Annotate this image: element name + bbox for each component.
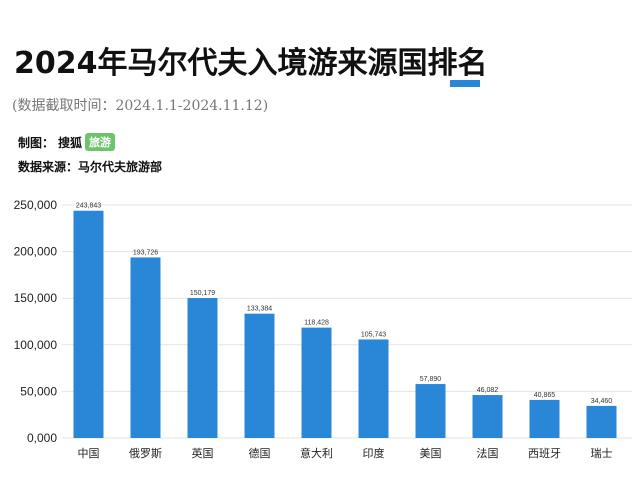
data-label: 150,179 (190, 290, 215, 297)
bar (472, 395, 503, 438)
data-label: 243,843 (76, 203, 101, 210)
y-tick-label: 150,000 (14, 291, 58, 305)
bar (73, 210, 104, 438)
bar (187, 298, 218, 438)
bar (301, 327, 332, 438)
data-label: 193,726 (133, 249, 158, 256)
x-tick-label: 美国 (420, 447, 442, 460)
y-tick-label: 50,000 (20, 384, 57, 398)
x-tick-label: 瑞士 (591, 446, 613, 460)
x-tick-label: 中国 (78, 447, 100, 460)
x-tick-label: 西班牙 (528, 447, 561, 460)
data-label: 34,460 (591, 398, 613, 405)
data-label: 40,865 (534, 392, 556, 399)
x-tick-label: 法国 (477, 446, 499, 460)
page-title: 2024年马尔代夫入境游来源国排名 (14, 46, 488, 81)
x-tick-label: 俄罗斯 (129, 447, 162, 460)
data-label: 57,890 (420, 376, 442, 383)
x-tick-label: 英国 (192, 446, 214, 460)
data-label: 46,082 (477, 387, 499, 394)
y-tick-label: 100,000 (14, 338, 58, 352)
y-tick-label: 0,000 (27, 431, 57, 445)
maker-brand: 搜狐 (58, 135, 83, 150)
source-value: 马尔代夫旅游部 (78, 160, 163, 174)
maker-label: 制图： (18, 135, 55, 150)
data-label: 118,428 (304, 320, 329, 327)
data-label: 133,384 (247, 306, 272, 313)
bar-chart: 0,000 50,000 100,000 150,000 200,000 250,000 2… (14, 198, 632, 460)
bar (130, 257, 161, 438)
maker-line: 制图： 搜狐 旅游 (18, 133, 116, 151)
source-line: 数据来源：马尔代夫旅游部 (18, 158, 162, 175)
x-tick-label: 意大利 (300, 446, 333, 460)
y-tick-label: 250,000 (14, 198, 58, 212)
x-tick-label: 印度 (363, 446, 385, 460)
maker-tag: 旅游 (85, 133, 116, 151)
data-label: 105,743 (361, 331, 386, 338)
y-tick-label: 200,000 (14, 245, 58, 259)
title-accent-bar (450, 80, 480, 87)
bar (529, 399, 560, 438)
source-label: 数据来源： (18, 160, 79, 174)
bar (358, 339, 389, 438)
bar (244, 313, 275, 438)
page-subtitle: (数据截取时间：2024.1.1-2024.11.12) (12, 98, 269, 114)
bar (415, 384, 446, 438)
x-tick-label: 德国 (249, 446, 271, 460)
bar (586, 405, 617, 438)
